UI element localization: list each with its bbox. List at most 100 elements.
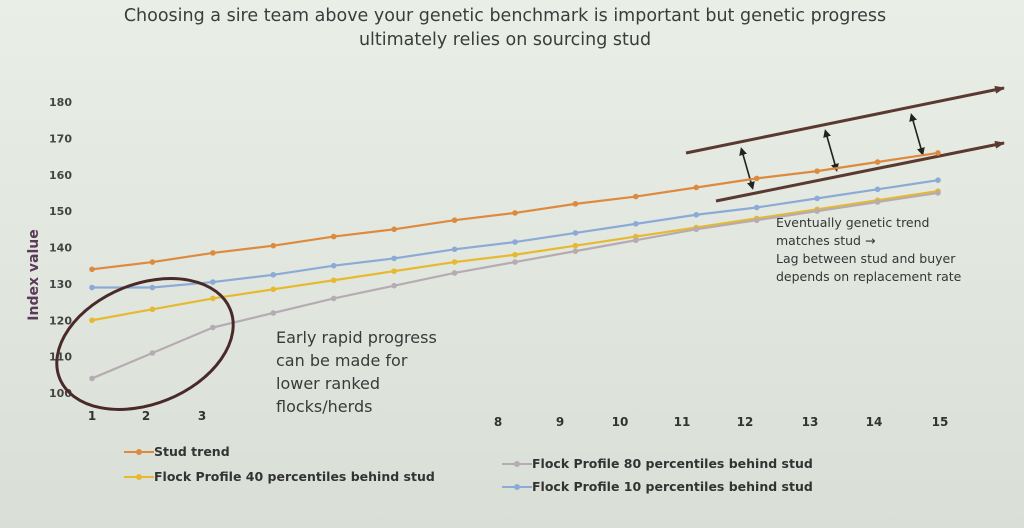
x-axis-ticks: 1 2 3 8 9 10 11 12 13 14 15 [88, 409, 949, 429]
data-point [874, 186, 881, 193]
legend-swatch [502, 460, 532, 467]
early-progress-highlight [55, 277, 235, 411]
data-point [149, 350, 156, 356]
data-point [753, 204, 760, 211]
data-point [814, 168, 820, 174]
data-point [935, 150, 941, 156]
data-point [330, 295, 337, 302]
legend-swatch [124, 448, 154, 455]
data-point [753, 175, 760, 182]
data-point [572, 242, 579, 249]
lag-arrow [909, 113, 925, 156]
x-tick-label: 2 [142, 409, 150, 423]
data-point [210, 295, 216, 302]
legend-label: Flock Profile 80 percentiles behind stud [532, 456, 813, 471]
y-tick-label: 170 [49, 132, 72, 145]
data-point [89, 317, 95, 324]
data-point [391, 282, 397, 289]
chart-title-line-2: ultimately relies on sourcing stud [358, 30, 652, 50]
y-tick-label: 140 [49, 242, 72, 255]
data-point [874, 199, 881, 205]
y-axis-label: Index value [26, 229, 42, 320]
data-point [451, 246, 458, 253]
data-point [149, 284, 156, 291]
trend-note-line: Lag between stud and buyer [776, 251, 956, 266]
data-point [270, 242, 277, 249]
data-point [270, 286, 277, 293]
data-point [814, 195, 820, 202]
y-tick-label: 150 [49, 205, 72, 218]
data-point [512, 251, 518, 258]
data-point [935, 177, 941, 184]
data-point [512, 259, 518, 265]
data-point [874, 159, 881, 165]
data-point [89, 284, 95, 291]
trend-note-line: Eventually genetic trend [776, 215, 930, 230]
data-point [572, 201, 579, 207]
x-tick-label: 15 [932, 415, 949, 429]
data-point [693, 211, 700, 218]
y-tick-label: 160 [49, 169, 72, 182]
data-point [693, 184, 700, 191]
data-point [391, 226, 397, 233]
chart-title: Choosing a sire team above your genetic … [40, 4, 970, 52]
data-point [270, 310, 277, 316]
data-point [633, 237, 639, 244]
early-note-line: can be made for [276, 351, 408, 370]
data-point [330, 277, 337, 284]
data-point [572, 230, 579, 236]
y-tick-label: 130 [49, 278, 72, 291]
buyer-trend-arrow [715, 140, 1005, 203]
data-point [935, 190, 941, 196]
legend-label: Flock Profile 10 percentiles behind stud [532, 479, 813, 494]
legend-item-flock-80: Flock Profile 80 percentiles behind stud [502, 456, 813, 471]
legend-label: Stud trend [154, 444, 230, 459]
data-point [210, 324, 216, 331]
data-point [270, 271, 277, 278]
data-point [210, 279, 216, 285]
stud-trend-arrow [685, 85, 1005, 155]
early-note-line: flocks/herds [276, 397, 373, 416]
data-point [753, 217, 760, 224]
data-point [512, 210, 518, 216]
data-point [633, 221, 639, 227]
x-tick-label: 12 [737, 415, 754, 429]
x-tick-label: 8 [494, 415, 502, 429]
data-point [330, 233, 337, 240]
y-tick-label: 180 [49, 96, 72, 109]
x-tick-label: 1 [88, 409, 96, 423]
data-point [633, 193, 639, 200]
data-point [512, 239, 518, 245]
chart-title-line-1: Choosing a sire team above your genetic … [123, 6, 887, 26]
x-tick-label: 9 [556, 415, 564, 429]
data-point [330, 262, 337, 269]
legend-item-flock-40: Flock Profile 40 percentiles behind stud [124, 469, 435, 484]
data-point [451, 270, 458, 276]
early-progress-note: Early rapid progress can be made for low… [276, 326, 437, 418]
x-tick-label: 11 [674, 415, 691, 429]
data-point [149, 259, 156, 265]
legend-swatch [124, 473, 154, 480]
legend-item-stud-trend: Stud trend [124, 444, 230, 459]
lag-arrow [823, 129, 839, 172]
early-note-line: Early rapid progress [276, 328, 437, 347]
trend-note-line: matches stud → [776, 233, 876, 248]
data-point [391, 268, 397, 274]
x-tick-label: 13 [802, 415, 819, 429]
data-point [391, 255, 397, 262]
data-point [572, 248, 579, 254]
x-tick-label: 3 [198, 409, 206, 423]
data-point [89, 266, 95, 273]
data-point [89, 375, 95, 382]
legend-label: Flock Profile 40 percentiles behind stud [154, 469, 435, 484]
y-tick-label: 120 [49, 314, 72, 327]
y-tick-label: 110 [49, 351, 72, 364]
legend-swatch [502, 483, 532, 490]
early-note-line: lower ranked [276, 374, 381, 393]
x-tick-label: 14 [866, 415, 883, 429]
data-point [149, 306, 156, 313]
data-point [451, 259, 458, 265]
data-point [693, 226, 700, 233]
